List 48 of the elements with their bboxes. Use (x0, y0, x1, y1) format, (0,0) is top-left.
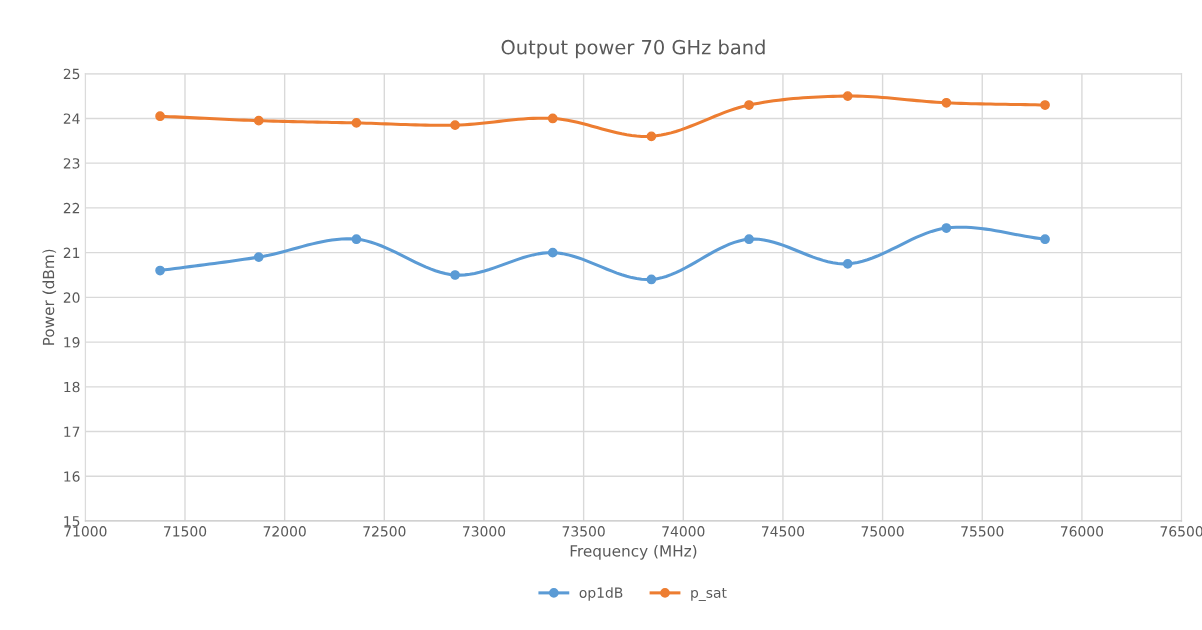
x-tick-label: 73000 (463, 526, 506, 537)
point (941, 223, 952, 233)
legend-label: op1dB (579, 587, 623, 601)
point (646, 274, 657, 285)
x-tick-label: 76000 (1060, 526, 1104, 537)
x-tick-label: 74500 (761, 526, 805, 537)
y-tick-label: 24 (63, 113, 80, 124)
point (547, 113, 558, 124)
point (842, 258, 853, 269)
x-tick-label: 71500 (164, 526, 207, 537)
x-tick-label: 72500 (363, 526, 406, 537)
point (842, 91, 853, 101)
y-tick-label: 16 (64, 471, 80, 482)
x-tick-label: 76500 (1160, 526, 1202, 537)
y-tick-label: 25 (63, 68, 80, 80)
point (450, 120, 460, 131)
point (941, 97, 952, 108)
x-tick-label: 71000 (64, 526, 107, 537)
x-tick-label: 72000 (263, 526, 306, 537)
x-tick-label: 75000 (861, 526, 904, 537)
point (1040, 100, 1050, 110)
x-tick-label: 75500 (961, 526, 1004, 537)
y-tick-label: 15 (64, 516, 80, 527)
point (155, 265, 165, 276)
chart-title: Output power 70 GHz band (501, 39, 765, 59)
y-tick-label: 19 (64, 337, 80, 348)
point (253, 115, 264, 126)
y-tick-label: 17 (64, 426, 80, 437)
y-tick-label: 20 (63, 292, 80, 303)
point (351, 234, 362, 245)
point (547, 247, 558, 258)
point (744, 234, 754, 245)
y-tick-label: 23 (63, 158, 80, 169)
legend-label: p_sat (691, 587, 727, 602)
x-tick-label: 73500 (562, 526, 605, 537)
x-tick-label: 74000 (662, 526, 705, 537)
point (646, 131, 657, 142)
point (1040, 234, 1050, 245)
point (155, 111, 165, 122)
y-axis-title: Power (dBm) (42, 249, 57, 345)
point (744, 100, 754, 110)
y-tick-label: 18 (64, 381, 80, 393)
point (253, 252, 264, 262)
y-tick-label: 22 (63, 202, 80, 214)
y-tick-label: 21 (63, 247, 80, 258)
point (450, 270, 460, 280)
point (351, 118, 362, 128)
x-axis-title: Frequency (MHz) (570, 544, 697, 560)
